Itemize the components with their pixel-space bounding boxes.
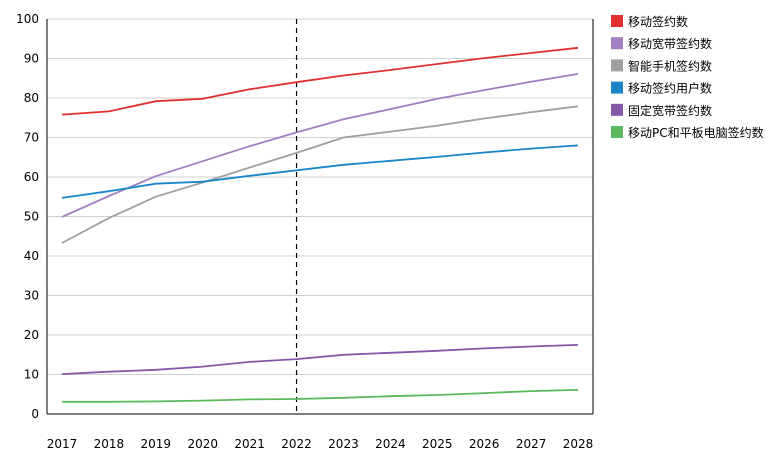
x-tick-label: 2026 — [469, 437, 500, 451]
x-tick-label: 2027 — [516, 437, 547, 451]
x-axis: 2017 2018 2019 2020 2021 2022 2023 2024 2025 2026… — [47, 19, 594, 451]
x-tick-label: 2018 — [94, 437, 125, 451]
y-tick-label: 80 — [24, 91, 39, 105]
legend-label: 移动签约数 — [628, 14, 688, 29]
x-tick-label: 2023 — [328, 437, 359, 451]
legend-label: 移动签约用户数 — [628, 81, 712, 96]
y-tick-label: 50 — [24, 210, 39, 224]
series-line-1 — [61, 73, 579, 218]
legend-label: 智能手机签约数 — [628, 58, 712, 73]
series-line-2 — [61, 105, 579, 244]
y-tick-label: 30 — [24, 289, 39, 303]
x-tick-label: 2021 — [234, 437, 265, 451]
y-tick-label: 60 — [24, 170, 39, 184]
y-tick-label: 40 — [24, 249, 39, 263]
legend-swatch — [611, 126, 623, 138]
series-line-3 — [61, 144, 579, 199]
y-tick-label: 0 — [31, 407, 39, 421]
legend-label: 移动宽带签约数 — [628, 36, 712, 51]
y-tick-label: 90 — [24, 52, 39, 66]
x-tick-label: 2024 — [375, 437, 406, 451]
x-tick-label: 2020 — [187, 437, 218, 451]
x-tick-label: 2017 — [47, 437, 78, 451]
legend: 移动签约数移动宽带签约数智能手机签约数移动签约用户数固定宽带签约数移动PC和平板… — [611, 14, 764, 140]
x-tick-label: 2019 — [141, 437, 172, 451]
y-tick-label: 10 — [24, 368, 39, 382]
legend-swatch — [611, 37, 623, 50]
series-line-0 — [61, 46, 579, 116]
y-tick-label: 100 — [16, 12, 39, 26]
legend-label: 固定宽带签约数 — [628, 103, 712, 118]
series-line-4 — [61, 344, 579, 375]
legend-swatch — [611, 59, 623, 72]
legend-label: 移动PC和平板电脑签约数 — [628, 125, 764, 140]
grid-lines — [47, 18, 593, 375]
y-tick-label: 20 — [24, 328, 39, 342]
x-tick-label: 2022 — [281, 437, 312, 451]
y-tick-label: 70 — [24, 131, 39, 145]
x-tick-label: 2028 — [563, 437, 594, 451]
legend-swatch — [611, 103, 623, 116]
legend-swatch — [611, 81, 623, 94]
series-line-5 — [62, 389, 579, 403]
y-axis: 0 10 20 30 40 50 60 70 80 90 100 — [16, 12, 48, 421]
series-lines — [61, 46, 579, 403]
legend-swatch — [611, 15, 623, 27]
x-tick-label: 2025 — [422, 437, 453, 451]
